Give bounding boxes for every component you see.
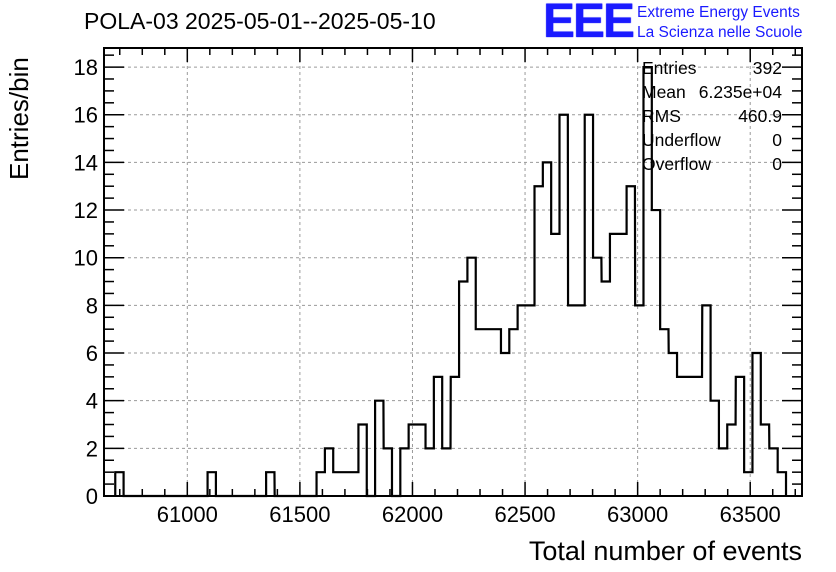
y-tick-labels: 0 2 4 6 8 10 12 14 16 18 <box>74 55 98 509</box>
x-tick-label: 62500 <box>494 502 555 527</box>
stat-value: 6.235e+04 <box>698 82 782 102</box>
histogram-bin <box>593 258 601 496</box>
histogram-bin <box>459 282 467 496</box>
histogram-bin <box>627 186 635 496</box>
stat-value: 0 <box>772 154 782 174</box>
histogram-bin <box>451 377 459 496</box>
stat-label: Entries <box>642 58 697 78</box>
histogram-bin <box>358 425 366 496</box>
stat-row-underflow: Underflow 0 <box>642 130 782 154</box>
histogram-bin <box>350 472 358 496</box>
histogram-bin <box>719 448 727 496</box>
histogram-bin <box>752 353 760 496</box>
stat-label: Mean <box>642 82 686 102</box>
histogram-bin <box>535 186 543 496</box>
stat-value: 0 <box>772 130 782 150</box>
x-tick-label: 61500 <box>269 502 330 527</box>
histogram-bin <box>467 258 475 496</box>
histogram-bin <box>618 234 626 496</box>
histogram-bin <box>694 377 702 496</box>
grid-lines <box>104 48 802 496</box>
histogram-bin <box>442 448 450 496</box>
y-tick-label: 16 <box>74 103 98 128</box>
histogram-bin <box>602 282 610 496</box>
x-tick-label: 63500 <box>720 502 781 527</box>
x-axis-label: Total number of events <box>528 536 802 566</box>
histogram-bin <box>543 162 551 496</box>
eee-logo-mark: EEE <box>543 0 635 48</box>
histogram-bin <box>501 353 509 496</box>
y-axis-label: Entries/bin <box>4 57 34 180</box>
chart-title: POLA-03 2025-05-01--2025-05-10 <box>84 8 436 34</box>
histogram-bin <box>493 329 501 496</box>
logo-subtitle: La Scienza nelle Scuole <box>637 24 803 41</box>
stat-label: Overflow <box>642 154 712 174</box>
logo-title: Extreme Energy Events <box>637 4 800 21</box>
histogram-bin <box>660 329 668 496</box>
histogram-bin <box>669 353 677 496</box>
stat-row-entries: Entries 392 <box>642 58 782 82</box>
histogram-bin <box>400 448 408 496</box>
histogram-bin <box>434 377 442 496</box>
y-tick-label: 12 <box>74 198 98 223</box>
stat-row-overflow: Overflow 0 <box>642 154 782 178</box>
histogram-bin <box>342 472 350 496</box>
histogram-bin <box>778 472 786 496</box>
x-tick-label: 63000 <box>607 502 668 527</box>
histogram-bin <box>325 448 333 496</box>
y-tick-label: 2 <box>86 436 98 461</box>
y-tick-label: 4 <box>86 389 98 414</box>
y-tick-label: 14 <box>74 150 98 175</box>
histogram-bin <box>685 377 693 496</box>
histogram-bin <box>736 377 744 496</box>
histogram-bin <box>266 472 274 496</box>
histogram-bin <box>744 472 752 496</box>
histogram-bin <box>761 425 769 496</box>
y-tick-label: 0 <box>86 484 98 509</box>
histogram-bin <box>551 234 559 496</box>
stat-value: 460.9 <box>738 106 782 126</box>
histogram-bin <box>610 234 618 496</box>
histogram-bin <box>333 472 341 496</box>
eee-logo: EEE Extreme Energy Events La Scienza nel… <box>543 0 835 48</box>
histogram-bin <box>727 425 735 496</box>
axis-ticks <box>104 48 802 497</box>
y-tick-label: 10 <box>74 246 98 271</box>
histogram-bin <box>208 472 216 496</box>
histogram-bin <box>769 448 777 496</box>
histogram-bin <box>417 425 425 496</box>
histogram-bin <box>426 448 434 496</box>
y-tick-label: 6 <box>86 341 98 366</box>
x-tick-labels: 61000 61500 62000 62500 63000 63500 <box>157 502 781 527</box>
histogram-bin <box>509 329 517 496</box>
y-tick-label: 8 <box>86 293 98 318</box>
stat-label: RMS <box>642 106 681 126</box>
y-tick-label: 18 <box>74 55 98 80</box>
histogram-bin <box>384 448 392 496</box>
stat-value: 392 <box>752 58 782 78</box>
x-tick-label: 61000 <box>157 502 218 527</box>
histogram-bin <box>484 329 492 496</box>
histogram-bin <box>476 329 484 496</box>
stat-row-mean: Mean 6.235e+04 <box>642 82 782 106</box>
histogram-bin <box>317 472 325 496</box>
plot-frame <box>103 47 803 497</box>
stat-label: Underflow <box>642 130 721 150</box>
x-tick-label: 62000 <box>382 502 443 527</box>
stat-row-rms: RMS 460.9 <box>642 106 782 130</box>
stats-box: Entries 392 Mean 6.235e+04 RMS 460.9 Und… <box>642 58 782 178</box>
histogram-bin <box>677 377 685 496</box>
